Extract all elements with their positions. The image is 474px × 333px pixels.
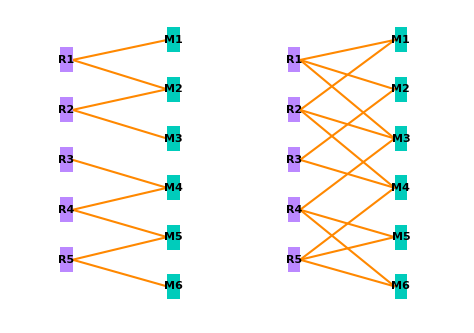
FancyBboxPatch shape [60,98,73,123]
Text: M5: M5 [164,232,182,242]
FancyBboxPatch shape [60,147,73,172]
Text: R1: R1 [286,55,302,65]
FancyBboxPatch shape [394,175,407,200]
FancyBboxPatch shape [288,48,300,73]
Text: M1: M1 [392,35,410,45]
Text: R1: R1 [58,55,74,65]
FancyBboxPatch shape [167,126,180,151]
Text: M2: M2 [164,84,182,94]
Text: R3: R3 [58,155,74,165]
FancyBboxPatch shape [167,224,180,250]
Text: R4: R4 [286,205,302,215]
FancyBboxPatch shape [288,147,300,172]
FancyBboxPatch shape [288,197,300,222]
FancyBboxPatch shape [167,77,180,102]
FancyBboxPatch shape [394,274,407,299]
Text: R2: R2 [286,105,302,115]
FancyBboxPatch shape [394,126,407,151]
FancyBboxPatch shape [60,247,73,272]
Text: M2: M2 [392,84,410,94]
FancyBboxPatch shape [394,28,407,52]
Text: M3: M3 [164,134,182,144]
Text: M5: M5 [392,232,410,242]
FancyBboxPatch shape [167,175,180,200]
Text: M4: M4 [164,183,183,193]
FancyBboxPatch shape [60,48,73,73]
Text: M6: M6 [392,281,410,291]
FancyBboxPatch shape [167,28,180,52]
Text: M6: M6 [164,281,183,291]
FancyBboxPatch shape [288,247,300,272]
Text: R3: R3 [286,155,302,165]
Text: R2: R2 [58,105,74,115]
FancyBboxPatch shape [288,98,300,123]
FancyBboxPatch shape [167,274,180,299]
Text: M1: M1 [164,35,182,45]
Text: R5: R5 [286,255,302,265]
Text: M4: M4 [392,183,410,193]
Text: R4: R4 [58,205,74,215]
FancyBboxPatch shape [394,224,407,250]
Text: M3: M3 [392,134,410,144]
FancyBboxPatch shape [60,197,73,222]
FancyBboxPatch shape [394,77,407,102]
Text: R5: R5 [58,255,74,265]
